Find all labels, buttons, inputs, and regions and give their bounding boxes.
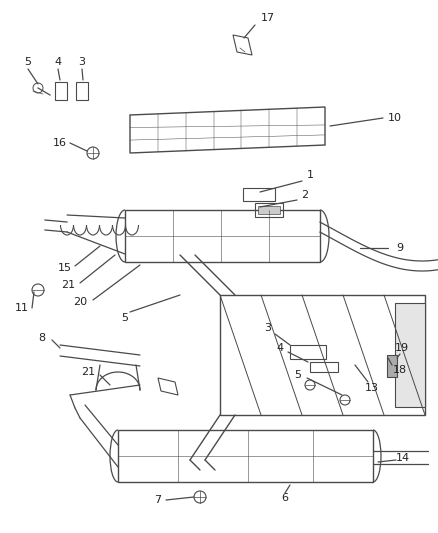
- Text: 13: 13: [365, 383, 379, 393]
- Text: 11: 11: [15, 303, 29, 313]
- Bar: [55, 82, 67, 100]
- Text: 21: 21: [61, 280, 75, 290]
- Text: 6: 6: [282, 493, 289, 503]
- Text: 3: 3: [265, 323, 272, 333]
- Text: 18: 18: [393, 365, 407, 375]
- Bar: [220, 295, 425, 415]
- Text: 20: 20: [73, 297, 87, 307]
- Text: 9: 9: [396, 243, 403, 253]
- Bar: [255, 203, 283, 217]
- Bar: [395, 303, 425, 407]
- Text: 15: 15: [58, 263, 72, 273]
- Text: 14: 14: [396, 453, 410, 463]
- Bar: [76, 82, 88, 100]
- Text: 3: 3: [78, 57, 85, 67]
- Text: 7: 7: [155, 495, 162, 505]
- Text: 10: 10: [388, 113, 402, 123]
- Text: 16: 16: [53, 138, 67, 148]
- Text: 5: 5: [294, 370, 301, 380]
- Text: 19: 19: [395, 343, 409, 353]
- Bar: [125, 210, 320, 262]
- Text: 2: 2: [301, 190, 308, 200]
- Bar: [387, 355, 397, 377]
- Bar: [258, 206, 280, 214]
- Text: 8: 8: [39, 333, 46, 343]
- Bar: [310, 362, 338, 372]
- Text: 21: 21: [81, 367, 95, 377]
- Bar: [290, 345, 326, 359]
- Bar: [243, 188, 275, 201]
- Text: 5: 5: [25, 57, 32, 67]
- Bar: [118, 430, 373, 482]
- Text: 4: 4: [276, 343, 283, 353]
- Text: 17: 17: [261, 13, 275, 23]
- Text: 4: 4: [54, 57, 62, 67]
- Text: 5: 5: [121, 313, 128, 323]
- Text: 1: 1: [307, 170, 314, 180]
